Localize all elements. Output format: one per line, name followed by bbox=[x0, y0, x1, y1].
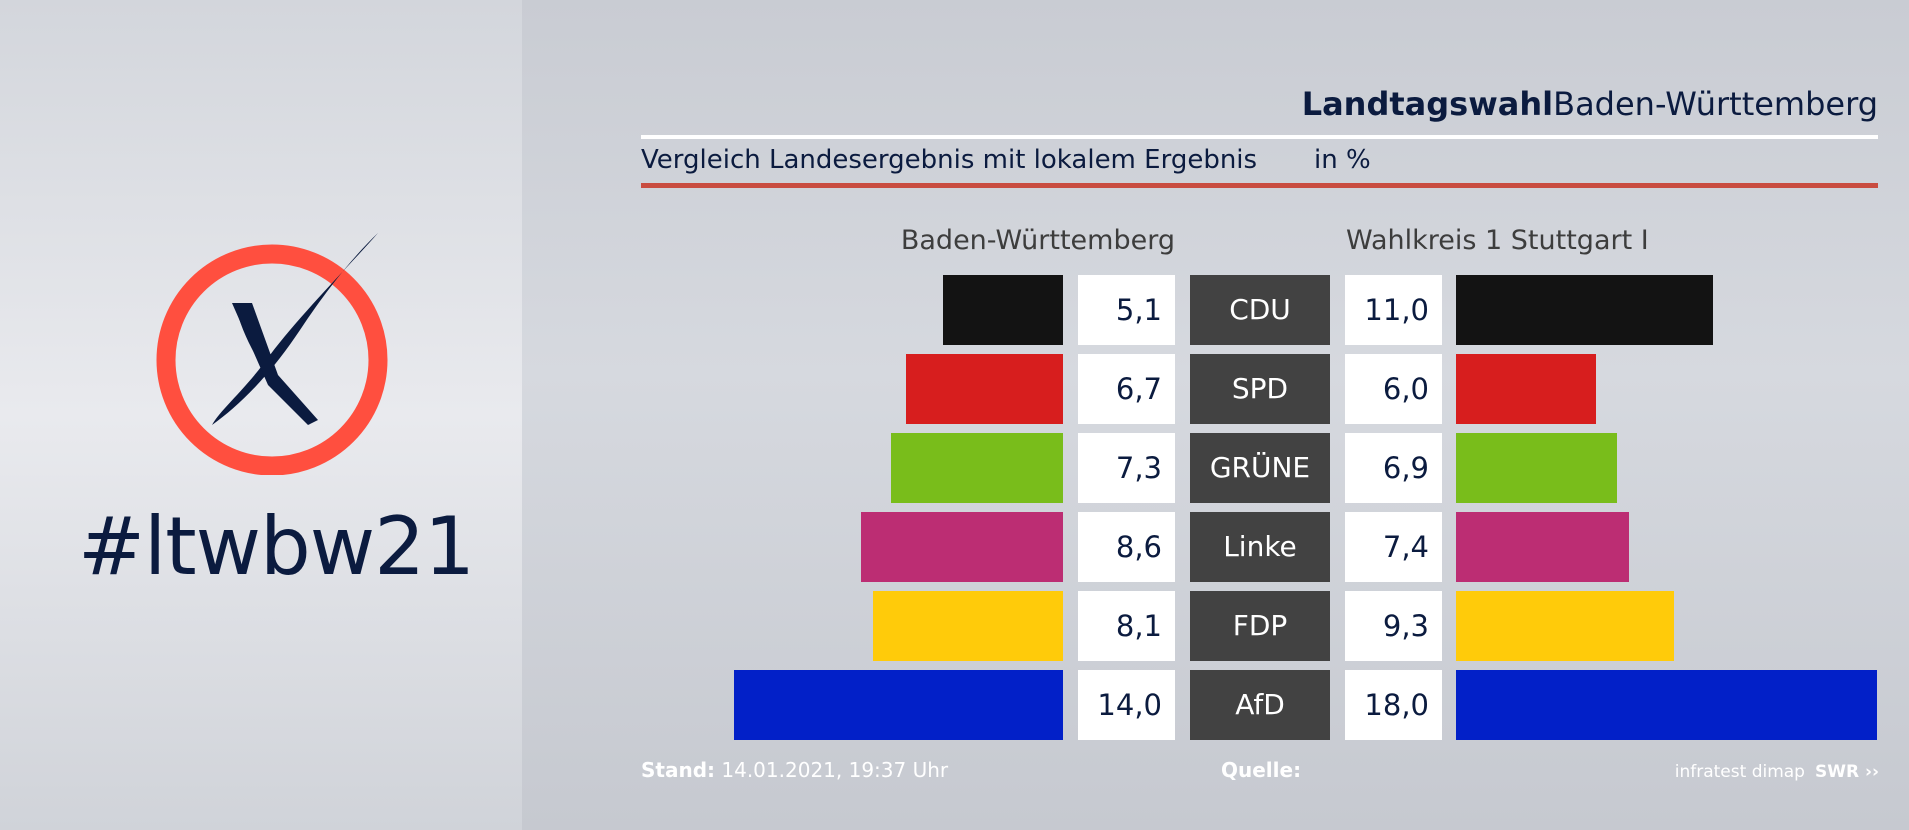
value-left-grüne: 7,3 bbox=[1078, 433, 1175, 503]
title-rule bbox=[641, 135, 1878, 139]
bar-left-afd bbox=[734, 670, 1063, 740]
party-label-afd: AfD bbox=[1190, 670, 1330, 740]
value-left-afd: 14,0 bbox=[1078, 670, 1175, 740]
ballot-cross-icon bbox=[156, 233, 388, 475]
page-title: LandtagswahlBaden-Württemberg bbox=[1302, 85, 1878, 123]
value-right-fdp: 9,3 bbox=[1345, 591, 1442, 661]
bar-left-grüne bbox=[891, 433, 1063, 503]
bar-left-cdu bbox=[943, 275, 1063, 345]
value-right-spd: 6,0 bbox=[1345, 354, 1442, 424]
left-panel: #ltwbw21 bbox=[0, 0, 522, 830]
bar-right-spd bbox=[1456, 354, 1597, 424]
unit-label: in % bbox=[1314, 145, 1371, 175]
quelle: Quelle: bbox=[1221, 758, 1301, 782]
title-bold: Landtagswahl bbox=[1301, 85, 1554, 123]
value-right-grüne: 6,9 bbox=[1345, 433, 1442, 503]
bar-right-cdu bbox=[1456, 275, 1714, 345]
hashtag: #ltwbw21 bbox=[77, 500, 475, 593]
bar-right-fdp bbox=[1456, 591, 1674, 661]
party-label-linke: Linke bbox=[1190, 512, 1330, 582]
source-name: infratest dimap bbox=[1674, 762, 1805, 782]
party-label-fdp: FDP bbox=[1190, 591, 1330, 661]
value-left-spd: 6,7 bbox=[1078, 354, 1175, 424]
bar-left-spd bbox=[905, 354, 1063, 424]
value-right-linke: 7,4 bbox=[1345, 512, 1442, 582]
party-label-grüne: GRÜNE bbox=[1190, 433, 1330, 503]
bar-left-linke bbox=[860, 512, 1063, 582]
value-right-afd: 18,0 bbox=[1345, 670, 1442, 740]
quelle-label: Quelle: bbox=[1221, 758, 1302, 782]
value-left-linke: 8,6 bbox=[1078, 512, 1175, 582]
value-left-fdp: 8,1 bbox=[1078, 591, 1175, 661]
series-label-right: Wahlkreis 1 Stuttgart I bbox=[1346, 225, 1649, 256]
bar-right-afd bbox=[1456, 670, 1878, 740]
accent-rule bbox=[641, 183, 1878, 188]
series-label-left: Baden-Württemberg bbox=[900, 225, 1175, 256]
brand: infratest dimap SWR ›› bbox=[1675, 762, 1879, 782]
party-label-cdu: CDU bbox=[1190, 275, 1330, 345]
title-regular: Baden-Württemberg bbox=[1553, 85, 1878, 123]
value-right-cdu: 11,0 bbox=[1345, 275, 1442, 345]
bar-right-grüne bbox=[1456, 433, 1618, 503]
stand: Stand: 14.01.2021, 19:37 Uhr bbox=[641, 758, 948, 782]
value-left-cdu: 5,1 bbox=[1078, 275, 1175, 345]
bar-left-fdp bbox=[872, 591, 1063, 661]
chart-subtitle: Vergleich Landesergebnis mit lokalem Erg… bbox=[641, 145, 1258, 175]
stand-value: 14.01.2021, 19:37 Uhr bbox=[721, 758, 949, 782]
party-label-spd: SPD bbox=[1190, 354, 1330, 424]
stand-label: Stand: bbox=[641, 758, 716, 782]
bar-right-linke bbox=[1456, 512, 1630, 582]
swr-logo: SWR ›› bbox=[1814, 762, 1879, 782]
